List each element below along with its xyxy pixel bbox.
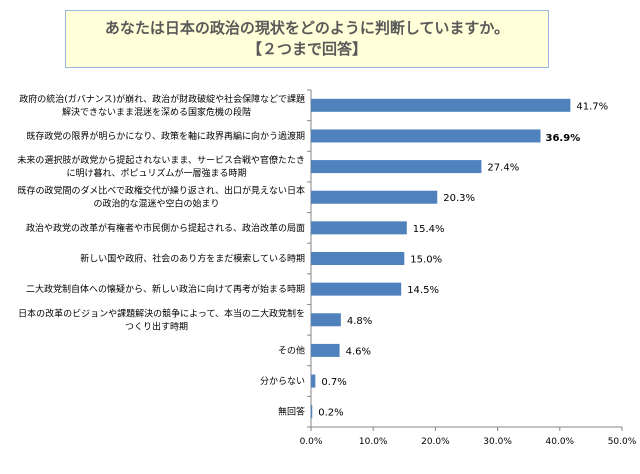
bar [311,313,341,327]
category-label: つくり出す時期 [125,320,188,332]
category-label: 既存の政党間のダメ比べで政権交代が繰り返され、出口が見えない日本 [18,185,305,197]
category-label: 政治や政党の改革が有権者や市民側から提起される、政治改革の局面 [26,222,305,234]
x-tick-label: 30.0% [483,437,512,447]
x-tick-label: 40.0% [546,437,575,447]
x-tick-label: 10.0% [359,437,388,447]
bar [311,190,438,204]
data-label: 27.4% [487,163,519,174]
chart-title-box: あなたは日本の政治の現状をどのように判断していますか。 【２つまで回答】 [65,10,549,68]
category-label: 無回答 [278,406,305,418]
category-label: 分からない [260,376,305,387]
category-label: 政府の統治(ガバナンス)が崩れ、政治が財政破綻や社会保障などで課題 [19,93,305,105]
bar [311,374,316,388]
data-label: 20.3% [443,193,475,204]
category-label: 日本の改革のビジョンや課題解決の競争によって、本当の二大政党制を [18,307,305,319]
data-label: 14.5% [407,285,439,296]
category-label: 解決できないまま混迷を深める国家危機の段階 [62,106,251,118]
data-label: 0.7% [321,377,346,388]
data-label: 4.8% [347,316,372,327]
category-label: その他 [278,344,305,356]
x-tick-label: 20.0% [421,437,450,447]
category-label: の政治的な混迷や空白の始まり [93,198,219,210]
bar [311,282,402,296]
category-label: に明け暮れ、ポピュリズムが一層強まる時期 [66,167,246,179]
bar [311,252,405,265]
data-label: 15.4% [413,224,445,235]
bar [311,221,407,235]
data-label: 36.9% [546,133,581,144]
category-label: 二大政党制自体への懐疑から、新しい政治に向けて再考が始まる時期 [26,283,305,295]
data-label: 41.7% [576,101,608,112]
x-tick-label: 0.0% [300,437,323,447]
bar [311,160,482,174]
bar [311,343,340,357]
data-label: 15.0% [410,255,442,266]
category-label: 新しい国や政府、社会のあり方をまだ模索している時期 [80,253,305,265]
category-label: 既存政党の限界が明らかになり、政策を軸に政界再編に向かう過渡期 [26,130,305,142]
chart-subtitle: 【２つまで回答】 [246,40,367,58]
chart-title: あなたは日本の政治の現状をどのように判断していますか。 [104,19,510,37]
x-tick-label: 50.0% [608,437,637,447]
data-label: 0.2% [318,408,343,419]
bar [311,129,541,143]
bar [311,98,571,112]
category-label: 未来の選択肢が政党から提起されないまま、サービス合戦や官僚たたき [17,154,305,166]
bar [311,405,313,419]
data-label: 4.6% [346,346,371,357]
